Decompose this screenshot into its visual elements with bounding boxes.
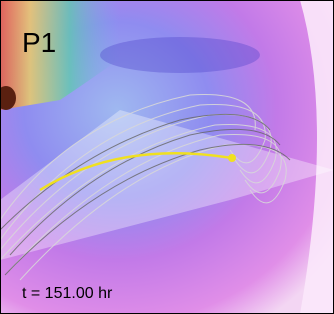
panel-label: P1 [22, 27, 56, 58]
spacecraft [228, 154, 236, 162]
dark-band [100, 37, 260, 73]
visualization: P1 t = 151.00 hr [0, 0, 334, 314]
time-label: t = 151.00 hr [22, 285, 113, 302]
